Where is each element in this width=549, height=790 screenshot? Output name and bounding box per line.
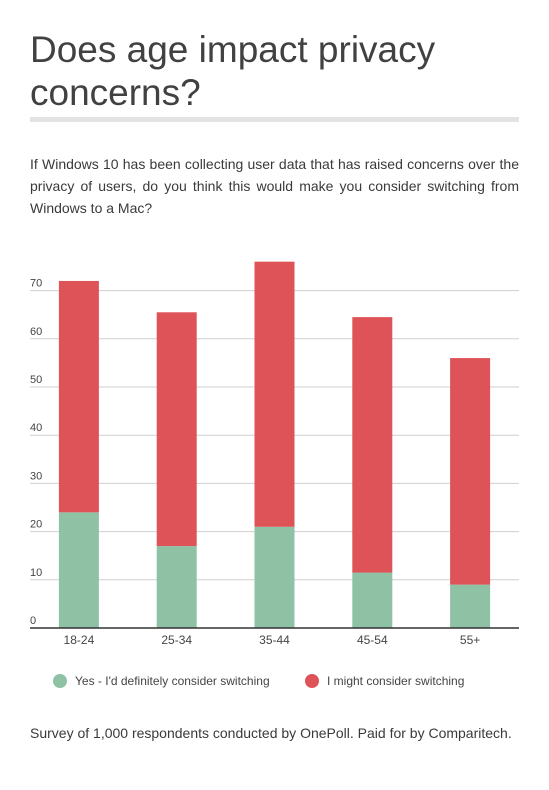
y-tick-label: 50 xyxy=(30,374,42,386)
bar-55+-series-1 xyxy=(450,358,491,585)
bar-18-24-series-0 xyxy=(58,512,99,628)
legend-swatch-green xyxy=(53,674,67,688)
y-tick-label: 60 xyxy=(30,326,42,338)
x-tick-label: 45-54 xyxy=(357,633,388,647)
bar-55+-series-0 xyxy=(450,584,491,628)
survey-footnote: Survey of 1,000 respondents conducted by… xyxy=(30,725,512,741)
legend-item-might: I might consider switching xyxy=(305,674,464,688)
bar-35-44-series-1 xyxy=(254,261,295,527)
legend-item-definitely: Yes - I'd definitely consider switching xyxy=(53,674,270,688)
bar-45-54-series-0 xyxy=(352,572,393,628)
y-tick-label: 30 xyxy=(30,470,42,482)
chart-legend: Yes - I'd definitely consider switching … xyxy=(0,674,549,696)
legend-label: I might consider switching xyxy=(327,674,465,688)
y-tick-label: 40 xyxy=(30,422,42,434)
bar-25-34-series-0 xyxy=(156,546,197,628)
legend-swatch-red xyxy=(305,674,319,688)
bar-25-34-series-1 xyxy=(156,312,197,547)
bar-18-24-series-1 xyxy=(58,280,99,513)
bar-35-44-series-0 xyxy=(254,526,295,628)
title-divider xyxy=(30,117,519,122)
x-tick-label: 18-24 xyxy=(64,633,95,647)
survey-question: If Windows 10 has been collecting user d… xyxy=(30,156,519,216)
y-tick-label: 10 xyxy=(30,567,42,579)
legend-label: Yes - I'd definitely consider switching xyxy=(75,674,270,688)
x-tick-label: 55+ xyxy=(460,633,480,647)
x-tick-label: 35-44 xyxy=(259,633,290,647)
y-tick-label: 20 xyxy=(30,519,42,531)
x-tick-label: 25-34 xyxy=(161,633,192,647)
y-tick-label: 0 xyxy=(30,615,36,627)
y-tick-label: 70 xyxy=(30,278,42,290)
page-title: Does age impact privacy concerns? xyxy=(30,29,436,113)
stacked-bar-chart: 0 10 20 30 40 50 60 70 18-24 25-34 35-44 45-54 55+ xyxy=(30,261,519,647)
bar-45-54-series-1 xyxy=(352,317,393,573)
